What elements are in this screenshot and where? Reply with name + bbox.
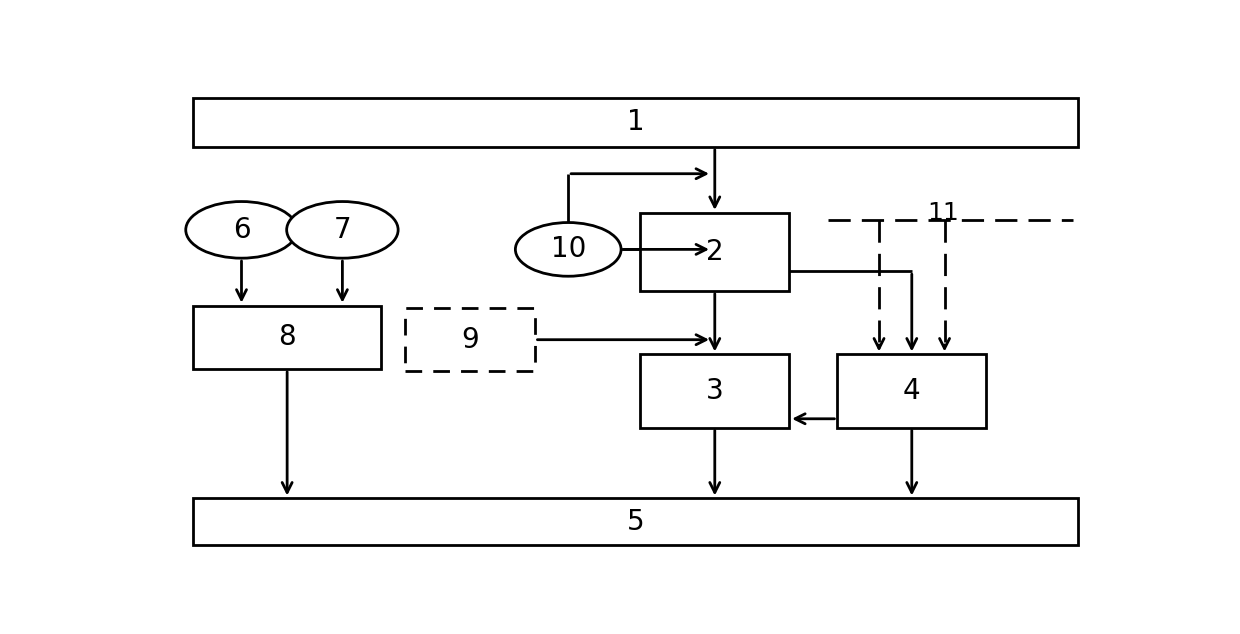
Text: 8: 8 (278, 323, 296, 351)
Circle shape (286, 202, 398, 258)
Text: 7: 7 (334, 216, 351, 244)
Bar (640, 213, 790, 291)
Bar (837, 354, 986, 427)
Bar (193, 498, 1078, 545)
Text: 10: 10 (551, 235, 587, 263)
Bar (193, 98, 1078, 147)
Bar (404, 308, 534, 372)
Circle shape (186, 202, 298, 258)
Text: 4: 4 (903, 377, 920, 405)
Bar (640, 354, 790, 427)
Text: 11: 11 (928, 201, 959, 225)
Circle shape (516, 223, 621, 276)
Text: 9: 9 (461, 326, 479, 354)
Text: 3: 3 (706, 377, 724, 405)
Text: 5: 5 (626, 508, 645, 536)
Text: 6: 6 (233, 216, 250, 244)
Text: 1: 1 (626, 108, 645, 136)
Text: 2: 2 (706, 238, 724, 266)
Bar (193, 306, 381, 369)
